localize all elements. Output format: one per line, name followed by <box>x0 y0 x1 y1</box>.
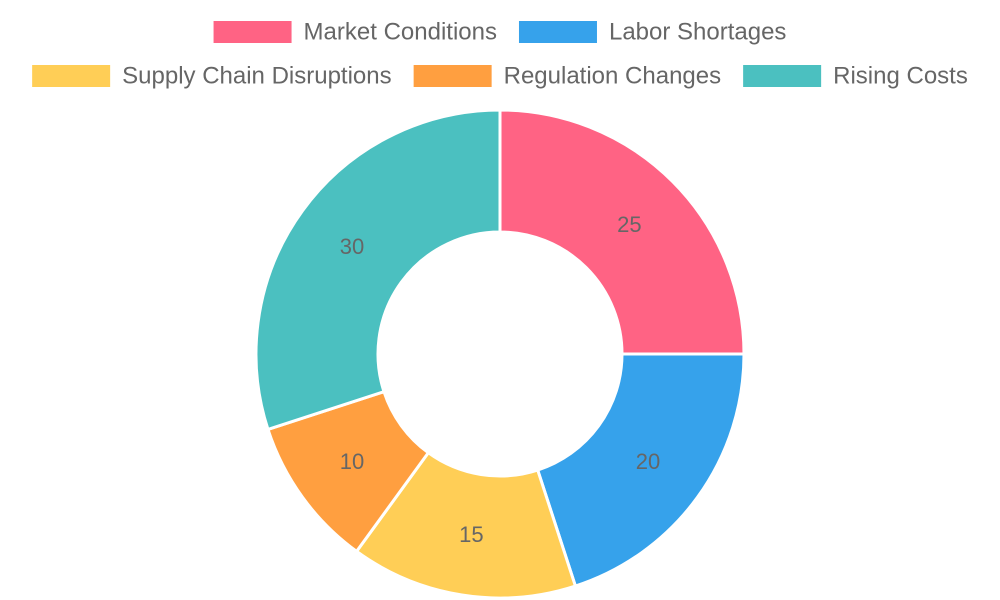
slice-rising-costs[interactable] <box>254 108 502 432</box>
legend-item-rising-costs[interactable]: Rising Costs <box>743 63 968 90</box>
legend-swatch <box>32 65 111 87</box>
legend: Market Conditions Labor Shortages Supply C… <box>32 19 968 90</box>
data-labels: 25 20 15 10 30 <box>340 212 661 547</box>
legend-label: Labor Shortages <box>609 19 786 46</box>
legend-item-supply-chain-disruptions[interactable]: Supply Chain Disruptions <box>32 63 392 90</box>
slice-supply-chain-disruptions[interactable] <box>354 450 578 600</box>
legend-swatch <box>413 65 492 87</box>
data-label-regulation-changes: 10 <box>340 449 364 474</box>
data-label-labor-shortages: 20 <box>636 449 660 474</box>
legend-item-labor-shortages[interactable]: Labor Shortages <box>518 19 786 46</box>
legend-swatch <box>743 65 822 87</box>
data-label-supply-chain-disruptions: 15 <box>459 522 483 547</box>
legend-label: Supply Chain Disruptions <box>122 63 391 90</box>
legend-label: Regulation Changes <box>504 63 722 90</box>
legend-swatch <box>518 21 597 43</box>
slice-labor-shortages[interactable] <box>535 352 746 588</box>
data-label-rising-costs: 30 <box>340 234 364 259</box>
legend-label: Rising Costs <box>833 63 968 90</box>
slices <box>254 108 746 600</box>
legend-item-market-conditions[interactable]: Market Conditions <box>213 19 497 46</box>
legend-label: Market Conditions <box>304 19 497 46</box>
slice-market-conditions[interactable] <box>498 108 746 356</box>
legend-swatch <box>213 21 292 43</box>
legend-item-regulation-changes[interactable]: Regulation Changes <box>413 63 722 90</box>
data-label-market-conditions: 25 <box>617 212 641 237</box>
